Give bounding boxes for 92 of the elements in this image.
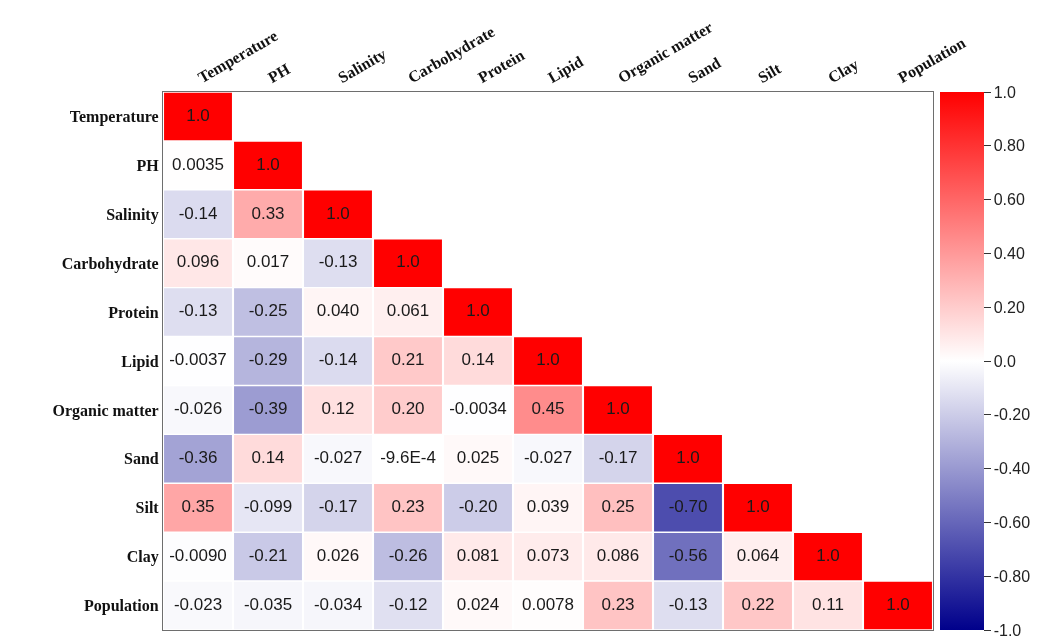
- data-label: -0.13: [318, 252, 358, 272]
- data-label: 0.23: [601, 594, 635, 614]
- y-tick-label: PH: [136, 156, 160, 174]
- data-label: 0.096: [176, 252, 220, 272]
- data-label: -0.12: [388, 594, 428, 614]
- data-label: 0.21: [391, 350, 425, 370]
- data-label: 1.0: [466, 301, 490, 321]
- data-label: 1.0: [256, 154, 280, 174]
- data-label: 0.039: [526, 496, 570, 516]
- data-label: 0.33: [251, 203, 285, 223]
- data-label: 0.25: [601, 496, 635, 516]
- data-label: -0.26: [388, 545, 428, 565]
- data-label: 0.086: [596, 545, 640, 565]
- x-tick-label: Silt: [755, 59, 785, 87]
- data-label: -0.36: [178, 448, 218, 468]
- data-label: 0.024: [456, 594, 500, 614]
- y-tick-label: Protein: [108, 303, 159, 321]
- data-label: -0.39: [248, 399, 288, 419]
- data-label: 0.017: [246, 252, 290, 272]
- data-label: 0.0035: [172, 154, 224, 174]
- data-label: 0.061: [386, 301, 430, 321]
- color-bar-label: -1.0: [993, 621, 1022, 639]
- y-tick-label: Clay: [126, 548, 159, 567]
- data-label: -0.13: [178, 301, 218, 321]
- data-label: -0.29: [248, 350, 288, 370]
- data-label: 1.0: [326, 203, 350, 223]
- data-label: 1.0: [816, 545, 840, 565]
- data-label: 0.12: [321, 399, 355, 419]
- data-label: 1.0: [676, 448, 700, 468]
- data-label: -0.0090: [169, 545, 227, 565]
- data-label: 1.0: [186, 105, 210, 125]
- data-label: 0.14: [251, 448, 285, 468]
- data-label: -0.25: [248, 301, 288, 321]
- x-tick-label: Lipid: [545, 52, 587, 87]
- color-bar-label: 1.0: [993, 83, 1017, 101]
- data-label: -0.70: [668, 496, 708, 516]
- data-label: -0.026: [173, 399, 223, 419]
- data-label: -0.17: [318, 496, 358, 516]
- y-tick-label: Lipid: [121, 352, 159, 371]
- data-label: 0.23: [391, 496, 425, 516]
- y-tick-label: Salinity: [106, 205, 159, 224]
- data-label: 0.14: [461, 350, 495, 370]
- data-label: 0.064: [736, 545, 780, 565]
- color-bar-label: 0.60: [993, 191, 1025, 209]
- data-label: -0.17: [598, 448, 638, 468]
- data-label: -0.14: [318, 350, 358, 370]
- data-label: -0.0034: [449, 399, 507, 419]
- data-label: 0.081: [456, 545, 500, 565]
- data-label: -0.0037: [169, 350, 227, 370]
- y-tick-label: Carbohydrate: [61, 254, 159, 273]
- data-label: 0.0078: [522, 594, 574, 614]
- y-tick-label: Organic matter: [52, 401, 159, 420]
- color-bar-label: 0.80: [993, 137, 1025, 155]
- data-label: -0.035: [243, 594, 293, 614]
- x-tick-label: Sand: [685, 53, 724, 87]
- data-label: -0.027: [313, 448, 363, 468]
- data-label: 1.0: [396, 252, 420, 272]
- color-bar-label: -0.40: [993, 460, 1031, 478]
- y-tick-label: Temperature: [69, 108, 159, 127]
- color-bar-label: 0.0: [993, 352, 1017, 370]
- data-label: 1.0: [746, 496, 770, 516]
- y-tick-label: Sand: [124, 450, 159, 468]
- data-label: 0.073: [526, 545, 570, 565]
- data-label: 0.35: [181, 496, 215, 516]
- y-tick-label: Population: [84, 597, 159, 616]
- data-label: 0.20: [391, 399, 425, 419]
- data-label: -0.099: [243, 496, 293, 516]
- data-label: 0.026: [316, 545, 360, 565]
- data-label: 1.0: [606, 399, 630, 419]
- data-label: -0.13: [668, 594, 708, 614]
- x-tick-label: Clay: [825, 55, 862, 87]
- color-bar-label: -0.60: [993, 514, 1031, 531]
- data-label: -0.56: [668, 545, 708, 565]
- data-label: -0.023: [173, 594, 223, 614]
- data-label: 0.11: [812, 594, 844, 614]
- data-label: 0.22: [741, 594, 775, 614]
- data-label: -0.027: [523, 448, 573, 468]
- data-label: 0.45: [531, 399, 565, 419]
- data-label: -0.034: [313, 594, 363, 614]
- data-label: 0.025: [456, 448, 500, 468]
- data-label: 1.0: [886, 594, 910, 614]
- data-label: -0.21: [248, 545, 288, 565]
- data-label: -0.14: [178, 203, 218, 223]
- data-label: 0.040: [316, 301, 360, 321]
- data-label: -0.20: [458, 496, 498, 516]
- data-label: -9.6E-4: [380, 448, 436, 468]
- data-label: 1.0: [536, 350, 560, 370]
- color-bar-label: -0.80: [993, 567, 1031, 585]
- color-bar-label: 0.20: [993, 298, 1025, 316]
- y-tick-label: Silt: [135, 499, 160, 517]
- color-bar-label: 0.40: [993, 245, 1025, 262]
- color-bar-label: -0.20: [993, 406, 1031, 424]
